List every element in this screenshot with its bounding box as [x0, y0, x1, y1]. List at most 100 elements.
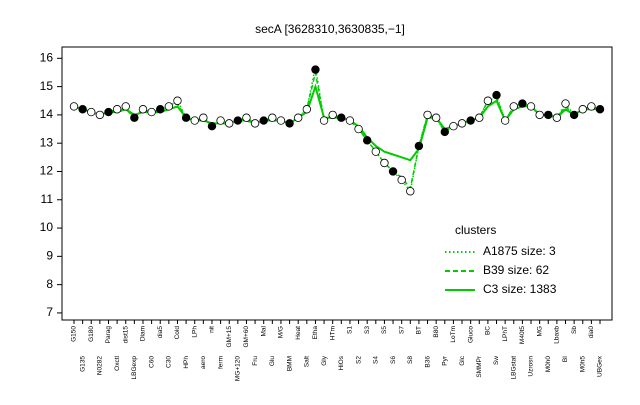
data-point — [112, 105, 122, 114]
data-point — [216, 116, 225, 125]
x-tick-label: LBGexp — [131, 356, 138, 380]
data-point — [311, 65, 320, 74]
data-point — [544, 110, 553, 120]
x-tick-label: BT — [416, 326, 423, 334]
x-tick-label: HPh — [183, 356, 190, 369]
x-tick-label: GM+15 — [226, 326, 233, 348]
data-point — [509, 102, 518, 111]
x-tick-label: Gluco — [467, 326, 474, 343]
x-tick-label: Diam — [140, 326, 147, 341]
x-tick-label: G180 — [88, 326, 95, 342]
data-point — [414, 141, 424, 151]
x-tick-label: Gly — [321, 355, 328, 366]
x-tick-label: ferm — [217, 356, 224, 369]
x-tick-label: aero — [200, 356, 207, 369]
x-tick-label: Glu — [269, 356, 276, 367]
data-point — [121, 102, 130, 111]
x-tick-label: BI — [562, 356, 569, 362]
x-tick-label: S7 — [398, 326, 405, 334]
data-point — [466, 116, 475, 125]
x-tick-label: nit — [209, 326, 216, 333]
data-point — [242, 113, 251, 122]
data-point — [388, 167, 398, 176]
x-tick-label: G150 — [71, 326, 78, 342]
y-tick-label: 9 — [46, 249, 53, 263]
data-point — [595, 105, 605, 114]
x-tick-label: M/G — [278, 326, 285, 338]
x-tick-label: Sb — [571, 326, 578, 334]
data-point — [371, 147, 381, 156]
x-tick-label: Fru — [252, 356, 259, 366]
y-tick-label: 10 — [40, 220, 54, 234]
x-tick-label: S2 — [355, 356, 362, 364]
x-tick-label: BMM — [286, 356, 293, 371]
x-tick-label: LoTm — [450, 326, 457, 343]
x-tick-label: B80 — [433, 326, 440, 338]
data-point — [449, 122, 458, 131]
x-tick-label: M40t5 — [519, 326, 526, 344]
data-point — [423, 110, 432, 120]
x-tick-label: GM+60 — [243, 326, 250, 348]
data-point — [354, 124, 363, 134]
plot-frame — [61, 46, 613, 321]
x-tick-label: Glc — [459, 355, 466, 366]
x-tick-label: dist15 — [122, 326, 129, 344]
y-tick-label: 13 — [40, 135, 54, 149]
chart-title: secA [3628310,3630835,−1] — [255, 22, 405, 36]
x-tick-label: S8 — [407, 356, 414, 364]
y-tick-label: 14 — [40, 107, 54, 121]
x-tick-label: Mal — [260, 325, 267, 336]
data-point — [259, 116, 268, 125]
x-tick-label: LPh — [191, 326, 198, 338]
data-point — [276, 116, 286, 125]
x-tick-label: UBGex — [597, 355, 604, 377]
data-point — [397, 175, 406, 185]
legend-label: C3 size: 1383 — [483, 282, 557, 296]
data-point — [268, 113, 277, 122]
data-point — [181, 113, 191, 122]
x-tick-label: HiOs — [338, 355, 345, 370]
legend-title: clusters — [455, 223, 496, 237]
x-tick-label: C60 — [148, 356, 155, 368]
x-tick-label: dia0 — [588, 326, 595, 339]
data-point — [104, 107, 113, 117]
x-tick-label: S6 — [390, 356, 397, 364]
x-tick-label: Oxctl — [114, 355, 121, 370]
x-tick-label: MG — [536, 326, 543, 336]
data-point — [500, 116, 510, 125]
x-tick-label: Etha — [312, 326, 319, 340]
data-point — [233, 116, 243, 125]
data-point — [302, 105, 312, 114]
data-point — [87, 107, 96, 117]
data-point — [164, 102, 174, 111]
x-tick-label: S5 — [381, 326, 388, 334]
x-tick-label: N0282 — [97, 356, 104, 376]
data-point — [173, 96, 182, 105]
data-point — [225, 119, 234, 128]
x-tick-label: Sw — [493, 356, 500, 365]
x-tick-label: LPhT — [502, 326, 509, 342]
series-line — [73, 66, 601, 194]
data-point — [250, 119, 260, 128]
x-tick-label: Salt — [304, 356, 311, 367]
data-point — [78, 105, 87, 114]
y-tick-label: 7 — [46, 305, 53, 319]
x-tick-label: S1 — [347, 326, 354, 334]
x-tick-label: BC — [485, 326, 492, 335]
x-tick-label: Lbaxb — [554, 326, 561, 344]
data-point — [95, 110, 105, 120]
data-point — [561, 99, 570, 108]
y-tick-label: 11 — [41, 192, 54, 206]
data-point — [587, 102, 596, 111]
x-tick-label: SMMPr — [476, 355, 483, 378]
x-tick-label: MG+120 — [235, 356, 242, 381]
y-tick-label: 15 — [40, 79, 54, 93]
x-tick-label: M0h5 — [579, 356, 586, 373]
data-point — [483, 96, 493, 105]
x-tick-label: C30 — [166, 356, 173, 368]
x-tick-label: dia5 — [157, 326, 164, 339]
data-point — [569, 110, 579, 120]
x-tick-label: G135 — [79, 356, 86, 372]
data-point — [492, 90, 501, 100]
data-point — [293, 113, 303, 122]
